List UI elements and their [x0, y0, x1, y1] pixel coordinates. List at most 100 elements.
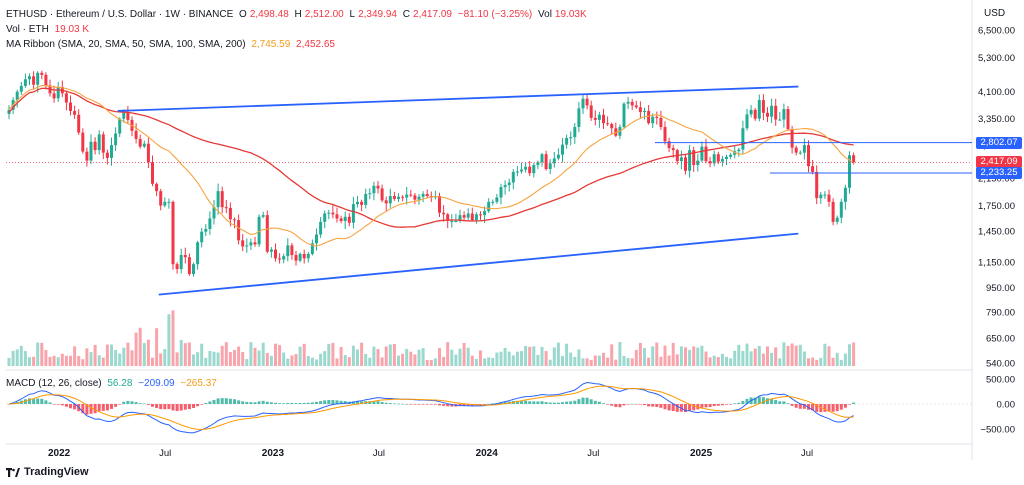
ma-ribbon-label: MA Ribbon (SMA, 20, SMA, 50, SMA, 100, S…	[6, 39, 246, 50]
volume-bar	[216, 352, 220, 366]
macd-histogram-bar	[561, 402, 564, 404]
macd-histogram-bar	[597, 401, 601, 404]
candle	[310, 239, 314, 256]
candle-body	[134, 130, 138, 139]
macd-histogram-bar	[327, 400, 331, 404]
candle	[368, 188, 372, 200]
candle	[40, 70, 44, 80]
candle-body	[249, 242, 253, 246]
candle	[216, 183, 220, 215]
macd-histogram-bar	[843, 404, 847, 408]
candle-body	[343, 216, 347, 222]
volume-bar	[413, 354, 417, 366]
candle-body	[274, 249, 277, 259]
volume-bar	[761, 353, 765, 366]
candle	[327, 209, 331, 220]
macd-histogram-bar	[589, 399, 593, 404]
candle-body	[807, 145, 810, 167]
candle	[589, 100, 593, 121]
candle	[257, 214, 261, 248]
candle	[425, 189, 429, 199]
candle	[479, 211, 482, 220]
candle-body	[278, 258, 282, 260]
candle	[32, 71, 36, 90]
macd-histogram-bar	[56, 404, 60, 405]
volume-bar	[770, 352, 774, 366]
candle-body	[556, 154, 560, 159]
candle	[688, 145, 692, 178]
macd-histogram-bar	[725, 404, 728, 405]
macd-histogram-bar	[774, 400, 778, 404]
candle-body	[118, 118, 122, 134]
candle	[183, 247, 187, 264]
candle	[52, 85, 56, 103]
price-badge: 2,233.25	[976, 166, 1022, 179]
macd-histogram-bar	[36, 398, 40, 404]
sma-slow-line	[8, 87, 854, 228]
candle-body	[708, 161, 712, 164]
volume-bar	[852, 342, 856, 366]
macd-histogram-bar	[138, 403, 142, 404]
x-tick-label: Jul	[801, 448, 813, 459]
candle-body	[843, 187, 847, 202]
volume-bar	[11, 350, 15, 366]
candle	[44, 72, 48, 90]
macd-histogram-bar	[729, 404, 733, 405]
candle	[790, 125, 794, 154]
candle-body	[32, 76, 36, 85]
macd-histogram-bar	[351, 401, 355, 404]
volume-bar	[204, 357, 208, 366]
macd-histogram-bar	[421, 404, 425, 405]
macd-histogram-bar	[335, 400, 339, 404]
candle	[507, 178, 511, 192]
macd-histogram-bar	[794, 404, 798, 408]
volume-bar	[183, 343, 187, 366]
low-label: L	[349, 9, 356, 20]
y-tick-label: 540.00	[986, 359, 1015, 370]
candle-body	[852, 155, 856, 163]
macd-histogram-bar	[614, 404, 618, 408]
volume-bar	[548, 359, 552, 366]
macd-histogram-bar	[122, 401, 126, 404]
candle	[606, 116, 610, 126]
candle-body	[741, 128, 745, 150]
candle-body	[146, 143, 150, 163]
candle-body	[569, 137, 573, 139]
candle	[634, 100, 638, 109]
macd-histogram-bar	[60, 404, 64, 406]
candle	[577, 101, 581, 133]
macd-y-tick-label: 500.00	[986, 375, 1015, 386]
candle-body	[848, 155, 851, 188]
candle-body	[151, 162, 154, 184]
volume-bar	[327, 344, 331, 366]
candle-body	[392, 196, 396, 199]
candle-body	[269, 249, 273, 252]
candle	[786, 106, 790, 131]
macd-histogram-bar	[651, 404, 655, 407]
macd-histogram-bar	[52, 404, 56, 405]
candle	[372, 181, 376, 201]
volume-bar	[23, 351, 27, 366]
volume-bar	[175, 352, 179, 366]
candle	[384, 196, 388, 212]
volume-bar	[409, 351, 413, 366]
candle	[491, 199, 495, 206]
candle	[757, 94, 761, 122]
volume-bar	[692, 346, 696, 366]
macd-histogram-bar	[585, 397, 589, 404]
volume-bar	[364, 353, 368, 366]
volume-bar	[667, 355, 671, 366]
y-tick-label: 1,750.00	[978, 201, 1015, 212]
volume-bar	[499, 351, 503, 366]
macd-histogram-bar	[302, 402, 306, 404]
volume-bar	[376, 349, 380, 366]
candle-body	[101, 134, 105, 153]
change-value: −81.10 (−3.25%)	[457, 9, 533, 20]
candle-body	[187, 257, 191, 274]
candle	[667, 137, 671, 153]
macd-histogram-bar	[835, 404, 839, 412]
candle	[146, 137, 150, 169]
macd-histogram-bar	[700, 404, 704, 408]
candle	[622, 102, 626, 129]
